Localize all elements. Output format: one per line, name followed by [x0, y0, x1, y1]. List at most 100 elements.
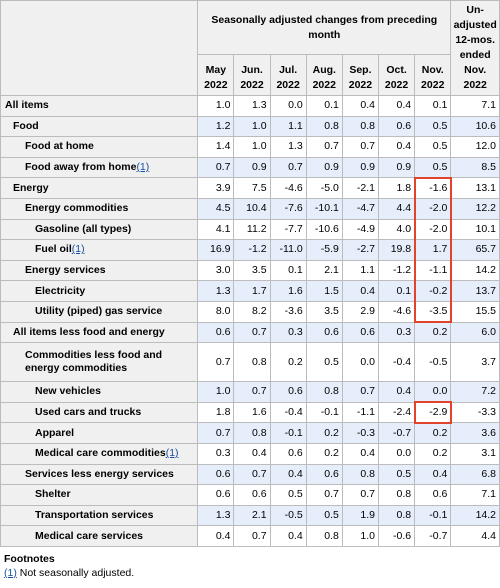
value-cell: 0.8 [305, 115, 343, 138]
value-cell: 6.0 [450, 321, 500, 344]
value-cell: 0.7 [341, 484, 379, 506]
value-cell: 8.0 [197, 300, 235, 323]
value-cell: 7.5 [233, 177, 271, 199]
month-name: May [205, 64, 227, 76]
value-cell: -5.0 [305, 177, 343, 199]
value-cell: 1.3 [197, 280, 235, 302]
value-cell: 3.9 [197, 177, 235, 199]
value-cell: 0.0 [341, 342, 379, 383]
value-cell: 0.4 [233, 442, 271, 465]
value-cell: -0.6 [377, 525, 416, 547]
value-cell: 10.1 [450, 218, 500, 241]
row-label: Food away from home(1) [0, 156, 199, 179]
month-name: Nov. [421, 64, 444, 76]
value-cell: 0.6 [269, 381, 307, 403]
value-cell: 11.2 [233, 218, 271, 241]
row-label-text: Energy [13, 181, 49, 194]
row-label: Transportation services [0, 504, 199, 527]
row-label: Energy [0, 177, 199, 199]
value-cell: 6.8 [450, 463, 500, 486]
value-cell: 0.4 [341, 442, 379, 465]
value-cell: 1.0 [233, 115, 271, 138]
value-cell: -0.1 [269, 422, 307, 444]
month-header: Nov. 2022 [414, 54, 452, 96]
row-label-text: Shelter [35, 488, 71, 501]
row-label-text: Energy commodities [25, 202, 129, 215]
table-row: Apparel 0.7 0.8 -0.1 0.2 -0.3 -0.7 0.2 3.6 [0, 422, 500, 444]
value-cell: 4.4 [377, 197, 416, 220]
row-label-text: New vehicles [35, 385, 101, 398]
value-cell: 1.8 [197, 401, 235, 424]
month-name: Jun. [241, 64, 263, 76]
row-label-text: All items [5, 99, 49, 112]
value-cell: 4.1 [197, 218, 235, 241]
value-cell: -3.3 [450, 401, 500, 424]
value-cell: 0.4 [197, 525, 235, 547]
value-cell: 0.9 [341, 156, 379, 179]
value-cell: -0.4 [269, 401, 307, 424]
value-cell: 0.3 [377, 321, 416, 344]
row-label: Energy commodities [0, 197, 199, 220]
value-cell: 1.1 [341, 259, 379, 282]
value-cell: 0.2 [269, 342, 307, 383]
value-cell: -0.2 [414, 280, 452, 302]
value-cell: 1.0 [197, 381, 235, 403]
footnote-link[interactable]: (1) [71, 243, 85, 256]
value-cell: 0.2 [414, 321, 452, 344]
value-cell: 13.7 [450, 280, 500, 302]
value-cell: -5.9 [305, 239, 343, 261]
month-header: Sep. 2022 [341, 54, 379, 96]
month-name: Aug. [312, 64, 336, 76]
value-cell: 7.2 [450, 381, 500, 403]
footnote-text: Not seasonally adjusted. [16, 567, 135, 579]
value-cell: 0.8 [377, 484, 416, 506]
row-label: Gasoline (all types) [0, 218, 199, 241]
value-cell: 3.0 [197, 259, 235, 282]
value-cell: 0.6 [305, 463, 343, 486]
row-label-text: Food [13, 119, 39, 132]
footnotes: Footnotes (1) Not seasonally adjusted. [4, 552, 134, 580]
row-label: All items [0, 95, 199, 117]
value-cell: 12.0 [450, 136, 500, 158]
row-label-text: Services less energy services [25, 467, 174, 480]
table-row: Fuel oil(1) 16.9 -1.2 -11.0 -5.9 -2.7 19.8 1.7 6… [0, 239, 500, 261]
table-row: Gasoline (all types) 4.1 11.2 -7.7 -10.6 -4.9… [0, 218, 500, 241]
footnote-link[interactable]: (1) [136, 161, 150, 174]
value-cell: 0.6 [377, 115, 416, 138]
value-cell: 0.8 [341, 115, 379, 138]
value-cell: 0.5 [269, 484, 307, 506]
value-cell: 0.3 [197, 442, 235, 465]
value-cell: -0.5 [414, 342, 452, 383]
value-cell: 0.5 [414, 156, 452, 179]
value-cell: -4.6 [377, 300, 416, 323]
footnote-link[interactable]: (1) [4, 567, 17, 579]
cpi-table: Seasonally adjusted changes from precedi… [0, 0, 500, 547]
footnote-link[interactable]: (1) [165, 447, 179, 460]
value-cell: 0.7 [269, 156, 307, 179]
table-row: Medical care commodities(1) 0.3 0.4 0.6 0.2 0… [0, 442, 500, 465]
row-label-text: Food away from home [25, 161, 137, 174]
value-cell: 0.7 [305, 484, 343, 506]
value-cell: 1.2 [197, 115, 235, 138]
value-cell: -10.6 [305, 218, 343, 241]
month-name: Oct. [386, 64, 407, 76]
table-row: All items 1.0 1.3 0.0 0.1 0.4 0.4 0.1 7.1 [0, 95, 500, 117]
value-cell: 1.1 [269, 115, 307, 138]
row-label: Medical care commodities(1) [0, 442, 199, 465]
table-row: Services less energy services 0.6 0.7 0.4 0.… [0, 463, 500, 486]
value-cell: 0.7 [197, 156, 235, 179]
row-label: Utility (piped) gas service [0, 300, 199, 323]
used-cars-nov-highlight [413, 401, 452, 424]
value-cell: -0.1 [305, 401, 343, 424]
value-cell: 0.3 [269, 321, 307, 344]
value-cell: 0.6 [197, 321, 235, 344]
row-label: Shelter [0, 484, 199, 506]
table-row: Shelter 0.6 0.6 0.5 0.7 0.7 0.8 0.6 7.1 [0, 484, 500, 506]
value-cell: 1.7 [233, 280, 271, 302]
row-label: Food at home [0, 136, 199, 158]
month-year: 2022 [384, 79, 409, 91]
value-cell: 0.8 [233, 422, 271, 444]
month-name: Jul. [279, 64, 298, 76]
value-cell: 0.6 [197, 484, 235, 506]
value-cell: -0.3 [341, 422, 379, 444]
